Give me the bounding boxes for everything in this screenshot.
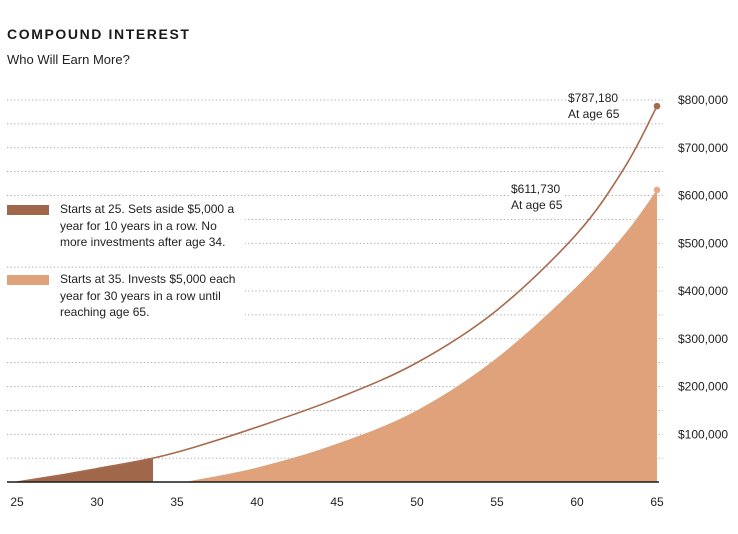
endpoint-marker-late bbox=[653, 186, 661, 194]
y-tick-label: $700,000 bbox=[678, 141, 728, 155]
y-tick-label: $200,000 bbox=[678, 380, 728, 394]
endpoint-marker-early bbox=[653, 102, 661, 110]
annotation-late-note: At age 65 bbox=[511, 198, 563, 212]
legend-item-early: Starts at 25. Sets aside $5,000 a year f… bbox=[7, 201, 245, 257]
series-line-early bbox=[16, 105, 658, 483]
annotation-late-value: $611,730 bbox=[511, 182, 561, 196]
y-tick-label: $800,000 bbox=[678, 93, 728, 107]
chart-subtitle: Who Will Earn More? bbox=[7, 52, 130, 67]
legend-label-late: Starts at 35. Invests $5,000 each year f… bbox=[60, 272, 236, 319]
annotation-late: $611,730 At age 65 bbox=[509, 181, 565, 213]
x-tick-label: 45 bbox=[330, 495, 344, 509]
annotation-early: $787,180 At age 65 bbox=[566, 90, 622, 122]
y-tick-label: $300,000 bbox=[678, 332, 728, 346]
x-tick-label: 65 bbox=[650, 495, 664, 509]
legend-swatch-late bbox=[7, 275, 49, 285]
annotation-early-note: At age 65 bbox=[568, 107, 620, 121]
x-tick-label: 55 bbox=[490, 495, 504, 509]
legend-item-late: Starts at 35. Invests $5,000 each year f… bbox=[7, 271, 245, 327]
legend-label-early: Starts at 25. Sets aside $5,000 a year f… bbox=[60, 202, 235, 249]
legend-swatch-early bbox=[7, 205, 49, 215]
x-tick-label: 40 bbox=[250, 495, 264, 509]
x-tick-label: 35 bbox=[170, 495, 184, 509]
x-tick-label: 25 bbox=[10, 495, 24, 509]
y-tick-label: $500,000 bbox=[678, 236, 728, 250]
y-tick-label: $600,000 bbox=[678, 189, 728, 203]
annotation-early-value: $787,180 bbox=[568, 91, 619, 105]
y-tick-label: $400,000 bbox=[678, 284, 728, 298]
chart-title: COMPOUND INTEREST bbox=[7, 26, 191, 42]
x-tick-label: 30 bbox=[90, 495, 104, 509]
series-area-late bbox=[185, 189, 657, 482]
x-tick-label: 50 bbox=[410, 495, 424, 509]
x-tick-label: 60 bbox=[570, 495, 584, 509]
series-area-early bbox=[17, 458, 153, 482]
y-tick-label: $100,000 bbox=[678, 427, 728, 441]
